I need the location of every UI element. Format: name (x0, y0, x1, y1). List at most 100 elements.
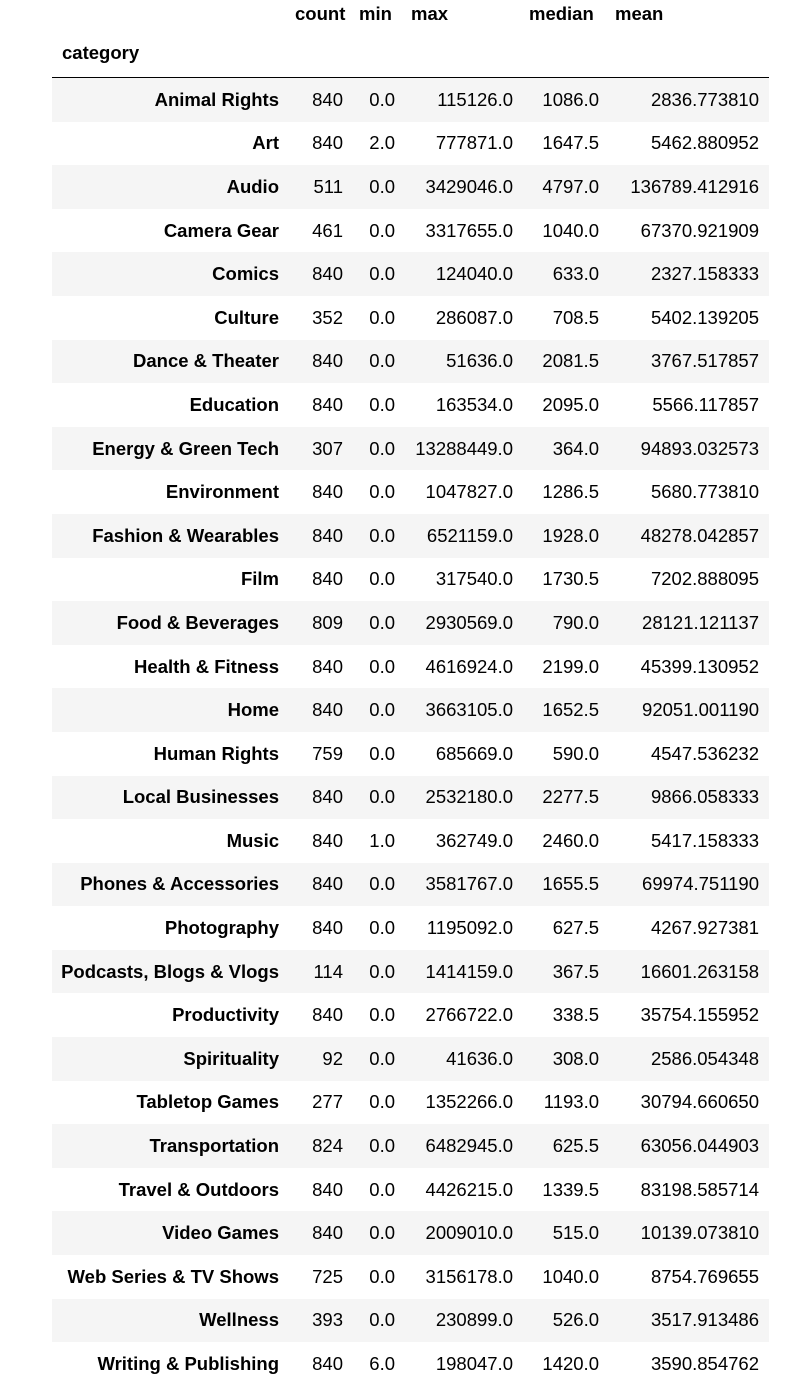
cell-min: 0.0 (369, 611, 395, 633)
row-label-category: Phones & Accessories (80, 873, 279, 895)
cell-count: 840 (312, 655, 343, 677)
cell-max: 115126.0 (437, 88, 513, 110)
cell-max: 41636.0 (446, 1047, 513, 1069)
cell-max: 1195092.0 (426, 917, 513, 939)
cell-median: 1339.5 (542, 1178, 599, 1200)
table-body: Animal Rights 840 0.0 115126.0 1086.0 2836.77… (52, 77, 769, 1386)
cell-mean: 45399.130952 (640, 655, 759, 677)
cell-median: 1420.0 (542, 1353, 599, 1375)
row-label-category: Local Businesses (122, 786, 279, 808)
row-label-category: Video Games (162, 1222, 279, 1244)
cell-max: 1414159.0 (425, 960, 513, 982)
cell-mean: 69974.751190 (642, 873, 759, 895)
header-blank (289, 28, 353, 78)
cell-median: 1647.5 (542, 132, 599, 154)
cell-median: 2460.0 (542, 829, 599, 851)
cell-min: 6.0 (369, 1353, 395, 1375)
cell-max: 3156178.0 (425, 1265, 513, 1287)
cell-max: 1352266.0 (425, 1091, 513, 1113)
cell-median: 364.0 (552, 437, 599, 459)
cell-max: 1047827.0 (425, 481, 513, 503)
cell-median: 1655.5 (542, 873, 599, 895)
cell-count: 840 (312, 524, 343, 546)
cell-count: 840 (312, 350, 343, 372)
cell-count: 840 (312, 1004, 343, 1026)
cell-mean: 2586.054348 (650, 1047, 759, 1069)
cell-max: 362749.0 (435, 829, 513, 851)
cell-mean: 4547.536232 (650, 742, 759, 764)
cell-min: 0.0 (369, 786, 395, 808)
table-header: count min max median mean category (52, 0, 769, 78)
table-row: Fashion & Wearables 840 0.0 6521159.0 1928.0… (52, 513, 769, 558)
cell-mean: 2836.773810 (650, 88, 759, 110)
cell-min: 0.0 (369, 437, 395, 459)
cell-median: 1040.0 (542, 1265, 599, 1287)
row-label-category: Photography (164, 917, 279, 939)
cell-median: 1193.0 (543, 1091, 599, 1113)
header-blank (523, 28, 609, 78)
cell-mean: 67370.921909 (640, 219, 759, 241)
row-label-category: Audio (226, 175, 279, 197)
cell-min: 0.0 (369, 350, 395, 372)
index-name-header: category (52, 28, 289, 78)
cell-max: 163534.0 (435, 393, 513, 415)
cell-min: 0.0 (369, 1004, 395, 1026)
cell-max: 4426215.0 (425, 1178, 513, 1200)
cell-mean: 63056.044903 (640, 1135, 759, 1157)
cell-min: 0.0 (369, 175, 395, 197)
cell-mean: 30794.660650 (640, 1091, 759, 1113)
table-row: Health & Fitness 840 0.0 4616924.0 2199.0 453… (52, 644, 769, 689)
cell-min: 0.0 (369, 88, 395, 110)
cell-mean: 9866.058333 (650, 786, 759, 808)
cell-min: 0.0 (369, 1091, 395, 1113)
cell-max: 230899.0 (435, 1309, 513, 1331)
row-label-category: Dance & Theater (133, 350, 279, 372)
cell-count: 277 (312, 1091, 343, 1113)
cell-min: 0.0 (369, 219, 395, 241)
stats-table: count min max median mean category Anima… (52, 0, 769, 1386)
cell-max: 6482945.0 (425, 1135, 513, 1157)
column-header-row: count min max median mean (52, 0, 769, 28)
cell-mean: 5462.880952 (650, 132, 759, 154)
cell-median: 590.0 (552, 742, 599, 764)
cell-count: 840 (312, 132, 343, 154)
cell-median: 1730.5 (542, 568, 599, 590)
cell-max: 3317655.0 (425, 219, 513, 241)
cell-mean: 10139.073810 (640, 1222, 759, 1244)
column-header-min: min (359, 3, 392, 24)
table-row: Environment 840 0.0 1047827.0 1286.5 5680.773… (52, 470, 769, 514)
cell-max: 286087.0 (435, 306, 513, 328)
cell-max: 51636.0 (446, 350, 513, 372)
cell-count: 352 (312, 306, 343, 328)
row-label-category: Health & Fitness (134, 655, 279, 677)
cell-median: 526.0 (552, 1309, 599, 1331)
cell-count: 92 (322, 1047, 343, 1069)
index-header-row: category (52, 28, 769, 78)
row-label-category: Energy & Green Tech (92, 437, 279, 459)
cell-min: 0.0 (369, 1047, 395, 1069)
table-row: Culture 352 0.0 286087.0 708.5 5402.139205 (52, 295, 769, 340)
cell-max: 2930569.0 (425, 611, 513, 633)
cell-min: 0.0 (369, 263, 395, 285)
table-row: Education 840 0.0 163534.0 2095.0 5566.117857 (52, 383, 769, 427)
row-label-category: Spirituality (183, 1047, 279, 1069)
cell-count: 840 (312, 263, 343, 285)
cell-median: 627.5 (552, 917, 599, 939)
cell-count: 114 (313, 960, 344, 982)
cell-min: 0.0 (369, 1309, 395, 1331)
table-row: Dance & Theater 840 0.0 51636.0 2081.5 3767.5… (52, 339, 769, 384)
table-row: Transportation 824 0.0 6482945.0 625.5 63056.… (52, 1124, 769, 1168)
cell-count: 840 (312, 393, 343, 415)
cell-median: 367.5 (552, 960, 599, 982)
cell-count: 840 (312, 873, 343, 895)
cell-max: 3663105.0 (425, 699, 513, 721)
cell-mean: 83198.585714 (640, 1178, 759, 1200)
cell-count: 307 (312, 437, 343, 459)
cell-mean: 3767.517857 (650, 350, 759, 372)
table-row: Camera Gear 461 0.0 3317655.0 1040.0 67370.92… (52, 208, 769, 253)
cell-median: 2199.0 (542, 655, 599, 677)
table-row: Energy & Green Tech 307 0.0 13288449.0 364.0… (52, 426, 769, 471)
header-blank (405, 28, 523, 78)
cell-count: 840 (312, 699, 343, 721)
row-label-category: Culture (214, 306, 279, 328)
